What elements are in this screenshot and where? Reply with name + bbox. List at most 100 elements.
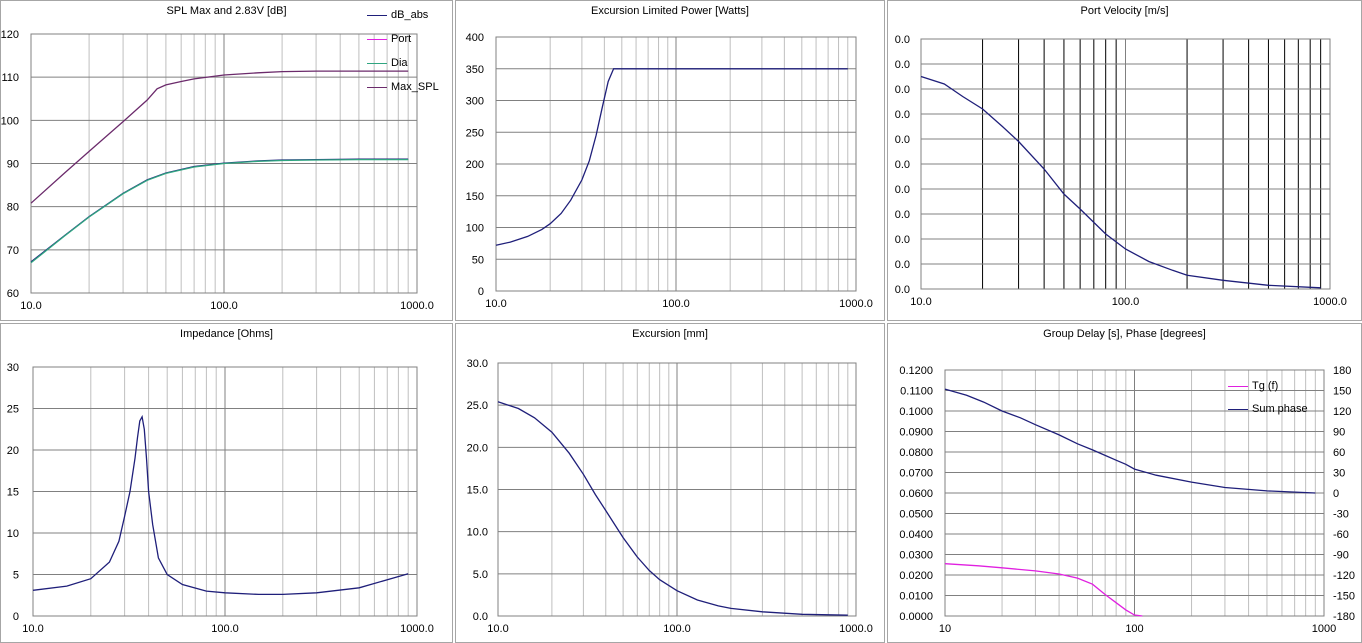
y-tick-label: 0.0 bbox=[895, 159, 910, 171]
y-tick-label: 0.0 bbox=[473, 611, 488, 623]
y-tick-label: 30 bbox=[7, 362, 19, 374]
legend-label: Max_SPL bbox=[391, 81, 439, 93]
y-tick-label: 50 bbox=[472, 254, 484, 266]
y-tick-label: 250 bbox=[466, 127, 484, 139]
x-tick-label: 1000.0 bbox=[839, 298, 873, 310]
x-tick-label: 1000.0 bbox=[400, 300, 434, 312]
chart-title: SPL Max and 2.83V [dB] bbox=[166, 5, 287, 17]
y-tick-label: 0.0900 bbox=[899, 427, 933, 439]
series-line bbox=[495, 68, 848, 246]
chart-panel-power: Excursion Limited Power [Watts] 0 50 100 15… bbox=[455, 0, 885, 321]
y-tick-label: 0.0400 bbox=[899, 529, 933, 541]
y-tick-label: 20 bbox=[7, 445, 19, 457]
series-line bbox=[944, 563, 1143, 617]
chart-panel-excursion: Excursion [mm] 0.0 5.0 10.0 15.0 20.0 25.0 30.… bbox=[455, 323, 885, 643]
legend-item-max-spl: Max_SPL bbox=[367, 81, 439, 93]
y-tick-label: 0 bbox=[13, 611, 19, 623]
legend-item-dia: Dia bbox=[367, 57, 408, 69]
spl-chart-svg: 60 70 80 90 100 110 120 10.0 100.0 1000.0 bbox=[1, 29, 434, 312]
legend-item-tg: Tg (f) bbox=[1228, 380, 1278, 392]
y-tick-label: 25.0 bbox=[467, 400, 488, 412]
y-tick-label: 0.0 bbox=[895, 134, 910, 146]
legend-label: Tg (f) bbox=[1252, 380, 1279, 392]
y-tick-label: 0.0 bbox=[895, 184, 910, 196]
chart-title: Port Velocity [m/s] bbox=[1080, 5, 1169, 17]
y2-tick-label: -90 bbox=[1333, 550, 1349, 562]
x-tick-label: 10.0 bbox=[487, 623, 508, 635]
chart-panel-spl: SPL Max and 2.83V [dB] 60 70 80 90 100 110 120… bbox=[0, 0, 453, 321]
series-line bbox=[497, 401, 848, 616]
y2-tick-label: -30 bbox=[1333, 509, 1349, 521]
x-tick-label: 1000 bbox=[1312, 623, 1336, 635]
series-line bbox=[30, 158, 409, 263]
y-tick-label: 0.0000 bbox=[899, 611, 933, 623]
impedance-chart-svg: 0 5 10 15 20 25 30 10.0 100.0 1000.0 bbox=[7, 362, 434, 635]
y-tick-label: 0.0 bbox=[895, 259, 910, 271]
y-tick-label: 90 bbox=[7, 159, 19, 171]
y-tick-label: 0.0600 bbox=[899, 488, 933, 500]
y-tick-label: 30.0 bbox=[467, 358, 488, 370]
legend-item-db-abs: dB_abs bbox=[367, 9, 428, 21]
y-tick-label: 100 bbox=[1, 115, 19, 127]
y2-tick-label: -180 bbox=[1333, 611, 1355, 623]
series-line bbox=[30, 158, 409, 264]
series-line bbox=[30, 70, 409, 204]
x-tick-label: 10.0 bbox=[22, 623, 43, 635]
y-tick-label: 0.0 bbox=[895, 109, 910, 121]
y-tick-label: 0.0700 bbox=[899, 468, 933, 480]
y-tick-label: 0 bbox=[478, 286, 484, 298]
y-tick-label: 300 bbox=[466, 96, 484, 108]
y-tick-label: 20.0 bbox=[467, 442, 488, 454]
y-tick-label: 120 bbox=[1, 29, 19, 41]
plot-area-frame bbox=[497, 362, 857, 617]
y2-tick-label: -120 bbox=[1333, 570, 1355, 582]
chart-panel-groupdelay: Group Delay [s], Phase [degrees] 0.0000 0… bbox=[887, 323, 1362, 643]
y-tick-label: 10.0 bbox=[467, 527, 488, 539]
y-tick-label: 150 bbox=[466, 191, 484, 203]
y-tick-label: 0.0800 bbox=[899, 447, 933, 459]
plot-area-frame bbox=[30, 33, 418, 294]
plot-area-frame bbox=[944, 369, 1325, 617]
chart-panel-portvel: Port Velocity [m/s] 0.0 0.0 0.0 0.0 0.0 0.0 0.… bbox=[887, 0, 1362, 321]
legend-label: Dia bbox=[391, 57, 408, 69]
y-tick-label: 0.0300 bbox=[899, 550, 933, 562]
legend-item-port: Port bbox=[367, 33, 411, 45]
series-line bbox=[944, 388, 1316, 494]
chart-title: Excursion [mm] bbox=[632, 328, 708, 340]
y2-tick-label: 150 bbox=[1333, 386, 1351, 398]
excursion-chart-svg: 0.0 5.0 10.0 15.0 20.0 25.0 30.0 10.0 100.0 1000.… bbox=[467, 358, 873, 635]
y-tick-label: 0.0100 bbox=[899, 591, 933, 603]
x-tick-label: 100 bbox=[1125, 623, 1143, 635]
y2-tick-label: 90 bbox=[1333, 427, 1345, 439]
y-tick-label: 0.1000 bbox=[899, 406, 933, 418]
y2-tick-label: 120 bbox=[1333, 406, 1351, 418]
legend-label: Port bbox=[391, 33, 412, 45]
y2-tick-label: 0 bbox=[1333, 488, 1339, 500]
plot-area-frame bbox=[32, 366, 418, 617]
y2-tick-label: -60 bbox=[1333, 529, 1349, 541]
y-tick-label: 5.0 bbox=[473, 569, 488, 581]
x-tick-label: 1000.0 bbox=[839, 623, 873, 635]
plot-area-frame bbox=[920, 38, 1331, 290]
chart-title: Impedance [Ohms] bbox=[180, 328, 273, 340]
y-tick-label: 0.0 bbox=[895, 34, 910, 46]
x-tick-label: 100.0 bbox=[1112, 296, 1140, 308]
y2-tick-label: -150 bbox=[1333, 591, 1355, 603]
y-tick-label: 0.0 bbox=[895, 84, 910, 96]
x-tick-label: 100.0 bbox=[662, 298, 690, 310]
series-line bbox=[32, 414, 409, 596]
y-tick-label: 100 bbox=[466, 223, 484, 235]
y-tick-label: 400 bbox=[466, 32, 484, 44]
x-tick-label: 10.0 bbox=[485, 298, 506, 310]
y-tick-label: 0.1200 bbox=[899, 365, 933, 377]
y-tick-label: 200 bbox=[466, 159, 484, 171]
plot-area-frame bbox=[495, 36, 857, 292]
groupdelay-chart-svg: 0.0000 0.0100 0.0200 0.0300 0.0400 0.0500 0.06… bbox=[899, 365, 1355, 635]
x-tick-label: 100.0 bbox=[210, 300, 238, 312]
y-tick-label: 15.0 bbox=[467, 485, 488, 497]
y-tick-label: 0.0500 bbox=[899, 509, 933, 521]
chart-title: Excursion Limited Power [Watts] bbox=[591, 5, 749, 17]
y-tick-label: 0.0 bbox=[895, 234, 910, 246]
y-tick-label: 25 bbox=[7, 404, 19, 416]
legend-label: dB_abs bbox=[391, 9, 429, 21]
